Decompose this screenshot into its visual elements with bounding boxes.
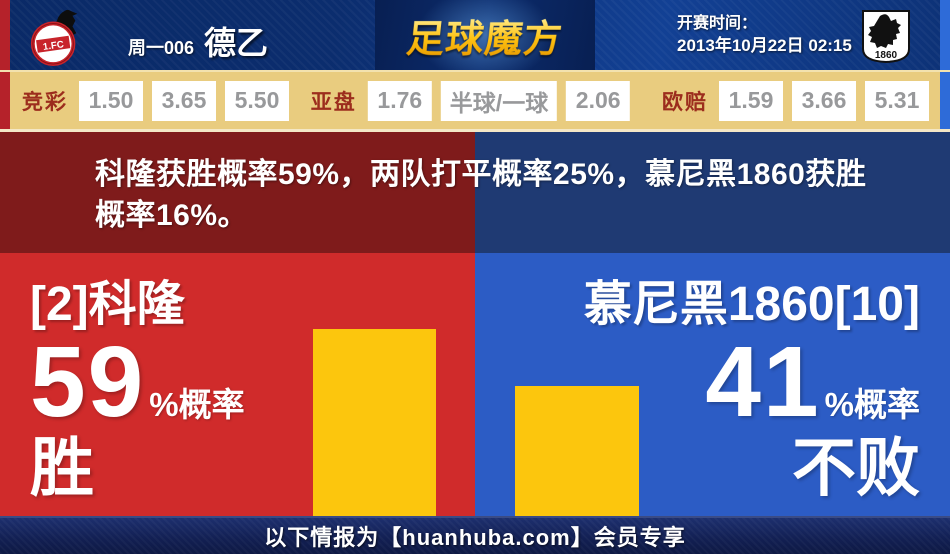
odds-value: 3.65 [152,80,216,121]
munich-1860-lion-shield-icon: 1860 [860,8,912,64]
svg-text:1.FC: 1.FC [42,39,64,53]
odds-group-asian-handicap: 亚盘 1.76 半球/一球 2.06 [311,72,639,129]
odds-value: 5.31 [865,80,929,121]
league-name: 德乙 [204,25,269,61]
home-probability-value: 59 [30,326,146,438]
kickoff-block: 开赛时间： 2013年10月22日 02:15 [677,13,852,57]
prediction-summary-band: 科隆获胜概率59%，两队打平概率25%，慕尼黑1860获胜概率16%。 [0,132,950,253]
summary-bg-away [475,132,950,253]
odds-value: 2.06 [566,80,631,121]
odds-group-european: 欧赔 1.59 3.66 5.31 [662,72,938,129]
odds-group-label: 亚盘 [310,90,357,114]
home-outcome-label: 胜 [30,432,94,504]
odds-value: 1.50 [79,80,143,121]
footer-bar: 以下情报为【huanhuba.com】会员专享 [0,516,950,554]
match-number: 周一006 [128,38,195,58]
summary-bg-home [0,132,475,253]
match-header: 1.FC 周一006 德乙 足球魔方 开赛时间： 2013年10月22日 02:… [10,0,940,70]
koln-goat-crest-icon: 1.FC [28,6,86,66]
home-probability-row: 59 %概率 [30,326,475,438]
kickoff-time: 2013年10月22日 02:15 [677,36,852,55]
odds-content-divider [0,129,950,132]
odds-group-sporttery: 竞彩 1.50 3.65 5.50 [22,72,298,129]
match-info: 周一006 德乙 [128,18,268,64]
footer-member-notice: 以下情报为【huanhuba.com】会员专享 [264,525,686,550]
header-divider [0,70,950,72]
odds-value: 3.66 [792,80,856,121]
odds-value: 1.76 [367,80,432,121]
odds-group-label: 竞彩 [22,90,68,114]
site-logo[interactable]: 足球魔方 [404,8,566,63]
home-team-name: [2]科隆 [30,278,185,331]
home-prob-bar [313,329,436,516]
odds-bar: 竞彩 1.50 3.65 5.50 亚盘 1.76 半球/一球 2.06 欧赔 … [10,72,940,129]
odds-value: 5.50 [225,80,289,121]
away-outcome-label: 不败 [792,432,920,504]
site-logo-panel[interactable]: 足球魔方 [375,0,595,70]
right-accent-strip [940,0,950,131]
away-prob-bar [515,386,639,516]
odds-group-label: 欧赔 [662,90,708,114]
odds-value: 1.59 [719,80,783,121]
away-probability-row: 41 %概率 [475,326,920,438]
left-accent-strip [0,0,10,131]
handicap-line: 半球/一球 [440,80,558,121]
away-probability-suffix: %概率 [824,386,920,423]
probability-panels: [2]科隆 59 %概率 胜 慕尼黑1860[10] 41 %概率 不败 [0,253,950,516]
away-badge-text: 1860 [875,50,898,61]
home-probability-suffix: %概率 [149,386,245,423]
kickoff-label: 开赛时间： [677,15,758,32]
lion-icon [868,14,901,49]
prediction-summary-text: 科隆获胜概率59%，两队打平概率25%，慕尼黑1860获胜概率16%。 [95,158,867,232]
away-team-name: 慕尼黑1860[10] [583,278,920,331]
away-probability-value: 41 [705,326,821,438]
